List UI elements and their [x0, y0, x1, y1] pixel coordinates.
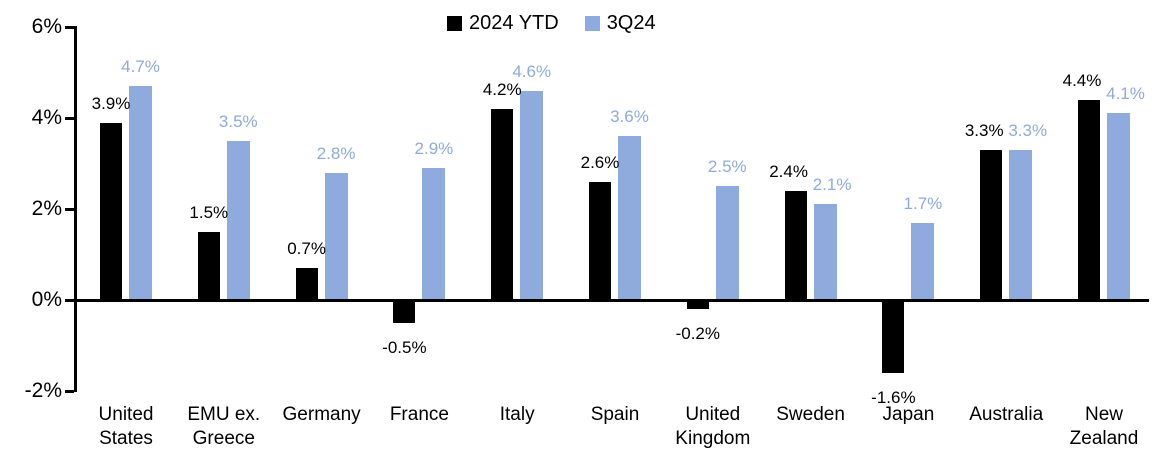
category-label: Germany	[282, 404, 361, 425]
bar-value-label: 2.6%	[580, 152, 620, 172]
bar-2024-ytd	[295, 268, 318, 300]
category-label: Italy	[499, 404, 535, 425]
bar-value-label: 0.7%	[287, 239, 326, 259]
bar-2024-ytd	[100, 122, 122, 300]
bar-2024-ytd	[197, 231, 220, 300]
bar-value-label: 3.9%	[91, 93, 131, 113]
y-tick-mark	[65, 26, 74, 29]
y-tick-label: 6%	[31, 15, 62, 38]
bar-value-label: 4.7%	[121, 57, 160, 77]
category-label: United Kingdom	[675, 404, 751, 449]
bar-value-label: 2.4%	[769, 161, 808, 181]
y-tick-label: 4%	[31, 106, 62, 129]
bar-value-label: 3.3%	[1008, 120, 1048, 140]
bar-value-label: 3.5%	[218, 111, 258, 131]
legend-label-2024-ytd: 2024 YTD	[469, 12, 559, 34]
y-tick-label: 2%	[31, 197, 62, 220]
category-label: New Zealand	[1069, 404, 1139, 449]
bar-value-label: 3.3%	[964, 120, 1004, 140]
bar-2024-ytd	[980, 149, 1003, 300]
bar-2024-ytd	[491, 108, 514, 300]
y-tick-mark	[65, 299, 74, 302]
category-label: France	[389, 404, 449, 425]
bar-2024-ytd	[784, 190, 807, 300]
bar-3q24	[324, 172, 348, 300]
legend-item-2024-ytd: 2024 YTD	[447, 12, 559, 35]
bar-value-label: 4.6%	[512, 61, 552, 81]
bar-value-label: 4.1%	[1106, 84, 1145, 104]
x-axis-zero-line	[74, 299, 1149, 302]
bar-3q24	[226, 140, 250, 300]
bar-2024-ytd	[589, 181, 611, 300]
y-tick-mark	[65, 117, 74, 120]
bar-3q24	[813, 204, 837, 300]
bar-value-label: 4.4%	[1062, 70, 1102, 90]
y-tick-mark	[65, 390, 74, 393]
bar-2024-ytd	[686, 300, 709, 310]
bar-value-label: 1.5%	[189, 202, 229, 222]
bar-value-label: 2.8%	[316, 143, 356, 163]
bar-3q24	[129, 86, 152, 300]
bar-value-label: 1.7%	[903, 193, 943, 213]
bar-value-label: 2.5%	[707, 157, 747, 177]
category-label: Sweden	[776, 404, 845, 425]
y-axis	[74, 26, 77, 392]
bar-value-label: -0.5%	[382, 337, 427, 357]
bar-value-label: 3.6%	[610, 107, 649, 127]
bar-3q24	[1009, 149, 1033, 300]
y-tick-mark	[65, 208, 74, 211]
bar-2024-ytd	[393, 300, 416, 323]
bar-2024-ytd	[882, 300, 905, 373]
category-label: Australia	[969, 404, 1044, 425]
legend-swatch-2024-ytd-icon	[447, 16, 462, 31]
category-label: EMU ex. Greece	[187, 404, 261, 449]
category-label: United States	[98, 404, 154, 449]
legend-label-3q24: 3Q24	[606, 12, 656, 34]
category-label: Japan	[882, 404, 935, 425]
bar-3q24	[618, 136, 641, 300]
bar-value-label: -0.2%	[675, 324, 720, 344]
category-label: Spain	[590, 404, 640, 425]
bar-value-label: 4.2%	[482, 79, 522, 99]
bar-3q24	[911, 222, 935, 300]
legend-item-3q24: 3Q24	[584, 12, 656, 35]
bar-3q24	[1107, 113, 1130, 300]
bar-value-label: 2.1%	[812, 175, 852, 195]
bar-value-label: -1.6%	[871, 387, 916, 407]
bar-3q24	[715, 186, 739, 300]
y-tick-label: 0%	[31, 288, 62, 311]
legend-swatch-3q24-icon	[584, 16, 600, 31]
bar-value-label: 2.9%	[414, 139, 454, 159]
legend: 2024 YTD 3Q24	[447, 12, 656, 35]
bar-3q24	[520, 90, 544, 300]
y-tick-label: -2%	[24, 379, 62, 402]
bar-3q24	[422, 168, 446, 300]
bar-2024-ytd	[1078, 99, 1100, 300]
